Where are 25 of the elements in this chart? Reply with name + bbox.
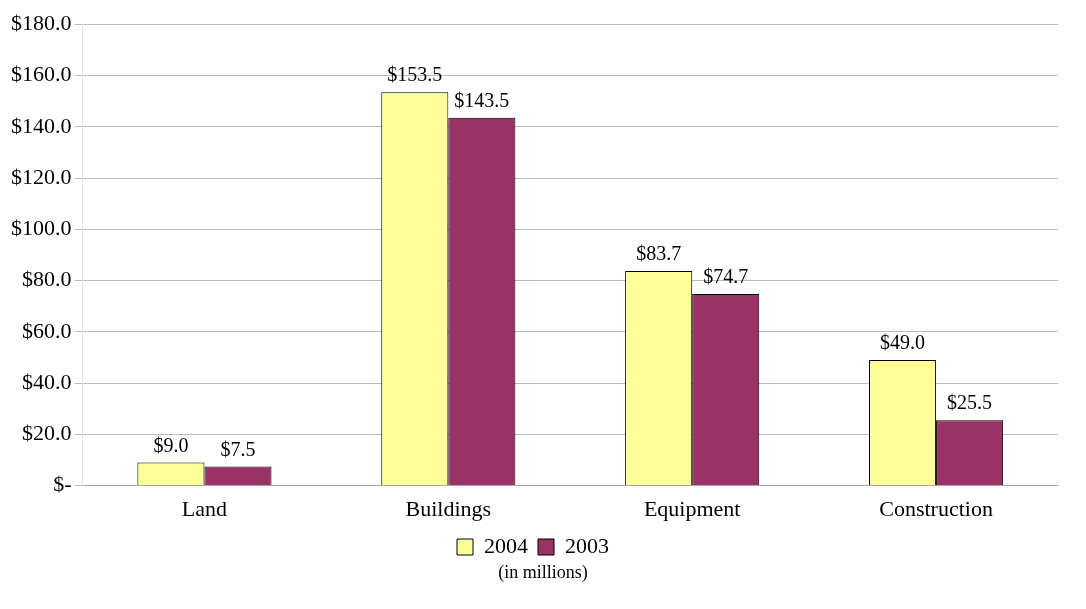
x-tick-label: Construction [879, 495, 993, 521]
data-label: $143.5 [454, 89, 510, 112]
data-label: $25.5 [947, 391, 993, 414]
data-label: $74.7 [703, 265, 749, 288]
y-tick-label: $60.0 [22, 317, 72, 343]
y-tick-label: $100.0 [11, 215, 72, 241]
legend-label: 2004 [484, 532, 528, 558]
data-label: $83.7 [636, 242, 682, 265]
data-label: $49.0 [880, 331, 926, 354]
y-tick-label: $80.0 [22, 266, 72, 292]
data-label: $7.5 [220, 437, 256, 460]
x-tick-label: Buildings [405, 495, 492, 521]
y-tick-label: $140.0 [11, 112, 72, 138]
y-tick-label: $180.0 [11, 9, 72, 35]
y-tick-label: $160.0 [11, 61, 72, 87]
x-tick-label: Land [181, 495, 228, 521]
legend-label: 2003 [565, 532, 609, 558]
data-label: $9.0 [153, 433, 189, 456]
y-tick-label: $120.0 [11, 163, 72, 189]
x-tick-label: Equipment [643, 495, 741, 521]
text: (in millions) [497, 562, 589, 583]
data-label: $153.5 [387, 63, 443, 86]
y-tick-label: $- [53, 471, 72, 497]
y-tick-label: $20.0 [22, 420, 72, 446]
y-tick-label: $40.0 [22, 368, 72, 394]
